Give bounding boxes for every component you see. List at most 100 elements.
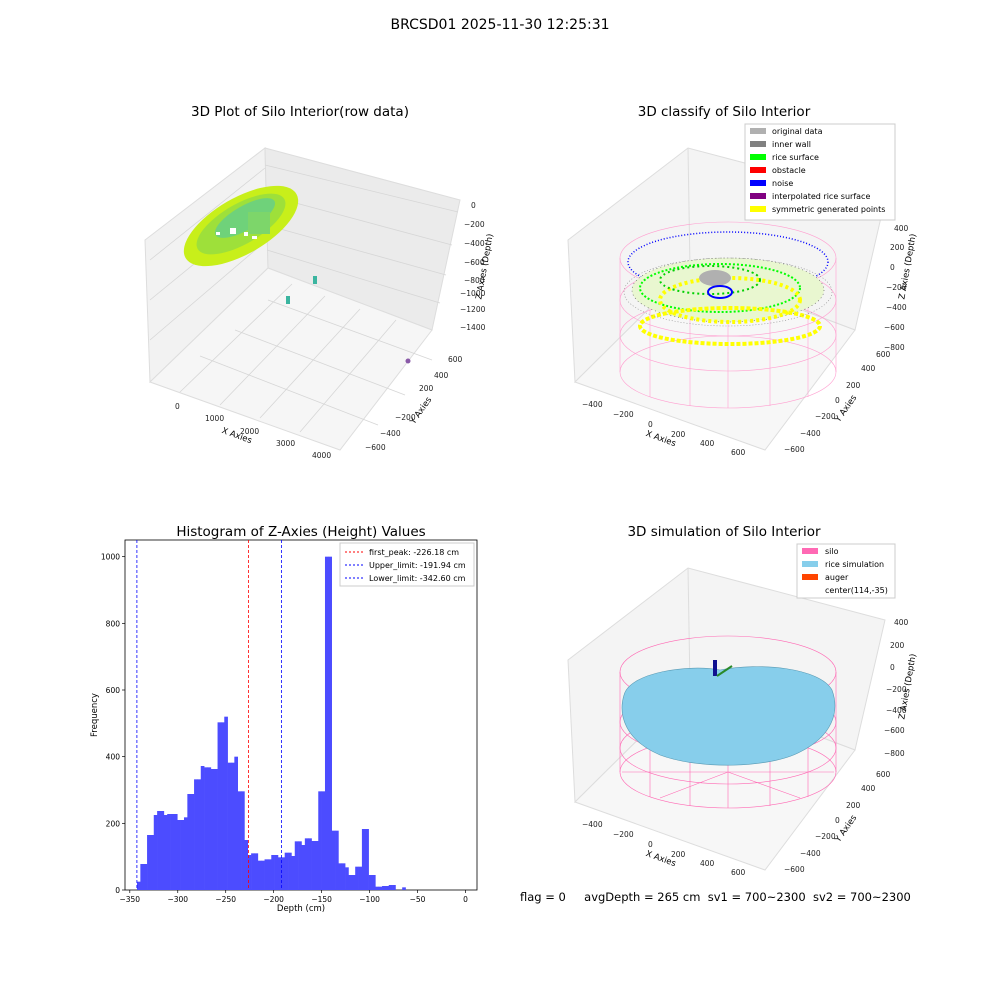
x-tick-label: −250 <box>215 895 236 904</box>
legend-swatch-silo <box>802 548 818 554</box>
legend-label-center: center(114,-35) <box>825 586 888 595</box>
svg-text:−400: −400 <box>582 820 603 829</box>
legend-swatch-symmetric <box>750 206 766 212</box>
histogram-bar <box>197 779 202 890</box>
status-flag: flag = 0 <box>520 890 566 904</box>
histogram-bar <box>304 838 309 890</box>
histogram-bar <box>328 556 332 890</box>
svg-text:−600: −600 <box>365 443 386 452</box>
panel-simulation-3d: 3D simulation of Silo Interior silo rice <box>567 524 919 877</box>
histogram-bar <box>335 830 339 890</box>
histogram-y-label: Frequency <box>90 693 100 737</box>
svg-text:−200: −200 <box>886 685 907 694</box>
histogram-bar <box>140 864 145 890</box>
status-line: flag = 0 avgDepth = 265 cm sv1 = 700~230… <box>520 890 911 904</box>
histogram-bar <box>375 886 379 890</box>
panel-raw-3d: 3D Plot of Silo Interior(row data) <box>144 104 496 460</box>
simulation-x-ticks: −400 −200 0 200 400 600 <box>582 820 746 877</box>
y-tick-label: 800 <box>106 619 121 628</box>
svg-text:0: 0 <box>835 396 840 405</box>
histogram-bar <box>251 853 255 890</box>
histogram-bar <box>214 769 218 890</box>
histogram-x-label: Depth (cm) <box>277 904 325 914</box>
histogram-bar <box>254 853 259 890</box>
svg-text:−400: −400 <box>464 239 485 248</box>
legend-label-rice: rice simulation <box>825 560 884 569</box>
histogram-bar <box>341 863 346 890</box>
histogram-bar <box>261 860 265 890</box>
legend-label-first-peak: first_peak: -226.18 cm <box>369 548 459 557</box>
histogram-bar <box>382 886 386 890</box>
histogram-bar <box>348 875 353 890</box>
svg-text:−200: −200 <box>613 410 634 419</box>
svg-text:600: 600 <box>448 355 463 364</box>
legend-swatch-interpolated <box>750 193 766 199</box>
y-tick-label: 200 <box>106 819 121 828</box>
svg-text:−200: −200 <box>395 413 416 422</box>
rice-simulation-surface <box>621 666 836 766</box>
status-sv2: sv2 = 700~2300 <box>812 890 911 904</box>
histogram-bar <box>210 769 215 890</box>
histogram-bar <box>204 767 208 890</box>
histogram-bar <box>288 852 292 890</box>
svg-text:600: 600 <box>876 770 891 779</box>
svg-text:−800: −800 <box>464 276 485 285</box>
histogram-bar <box>264 859 269 890</box>
legend-label-rice-surface: rice surface <box>772 153 819 162</box>
histogram-bar <box>314 841 319 890</box>
svg-text:−400: −400 <box>582 400 603 409</box>
classify-y-ticks: 600 400 200 0 −200 −400 −600 <box>784 350 891 454</box>
svg-text:600: 600 <box>876 350 891 359</box>
histogram-bar <box>237 791 242 890</box>
histogram-bar <box>227 762 232 890</box>
histogram-bar <box>402 887 406 890</box>
histogram-bar <box>318 791 322 890</box>
svg-text:−600: −600 <box>784 865 805 874</box>
histogram-bar <box>173 814 178 890</box>
histogram-vlines <box>136 540 282 890</box>
histogram-bar <box>277 857 282 890</box>
histogram-bar <box>244 840 249 890</box>
svg-text:400: 400 <box>700 859 715 868</box>
histogram-bar <box>150 835 155 890</box>
raw-x-ticks: 0 1000 2000 3000 4000 <box>175 402 331 460</box>
histogram-bar <box>324 556 329 890</box>
svg-text:−600: −600 <box>884 726 905 735</box>
x-tick-label: 0 <box>463 895 468 904</box>
histogram-bar <box>365 829 369 890</box>
svg-text:−400: −400 <box>380 429 401 438</box>
histogram-bar <box>331 830 336 890</box>
histogram-bar <box>301 845 306 890</box>
svg-text:−400: −400 <box>800 429 821 438</box>
svg-text:−400: −400 <box>800 849 821 858</box>
histogram-bar <box>392 885 396 890</box>
histogram-bar <box>177 820 181 890</box>
histogram-bar <box>338 863 343 890</box>
histogram-bar <box>351 875 356 890</box>
auger <box>713 660 733 677</box>
svg-text:0: 0 <box>890 263 895 272</box>
histogram-bar <box>136 881 141 890</box>
legend-box <box>744 123 896 221</box>
svg-text:−200: −200 <box>815 832 836 841</box>
svg-text:200: 200 <box>671 850 686 859</box>
histogram-bar <box>308 838 312 890</box>
svg-text:−200: −200 <box>886 283 907 292</box>
legend-swatch-obstacle <box>750 167 766 173</box>
legend-label-original: original data <box>772 127 823 136</box>
svg-text:400: 400 <box>894 224 909 233</box>
histogram-bar <box>170 814 175 890</box>
histogram-bar <box>157 811 161 890</box>
simulation-legend: silo rice simulation auger center(114,-3… <box>796 543 896 599</box>
grid-lines <box>149 164 459 433</box>
y-tick-label: 0 <box>115 886 120 895</box>
legend-swatch-inner-wall <box>750 141 766 147</box>
histogram-bar <box>257 860 262 890</box>
panel-classify-title: 3D classify of Silo Interior <box>638 104 811 120</box>
legend-label-inner-wall: inner wall <box>772 140 811 149</box>
svg-text:200: 200 <box>419 384 434 393</box>
svg-text:200: 200 <box>846 801 861 810</box>
legend-label-auger: auger <box>825 573 849 582</box>
histogram-bar <box>388 885 393 890</box>
histogram-bar <box>230 762 235 890</box>
